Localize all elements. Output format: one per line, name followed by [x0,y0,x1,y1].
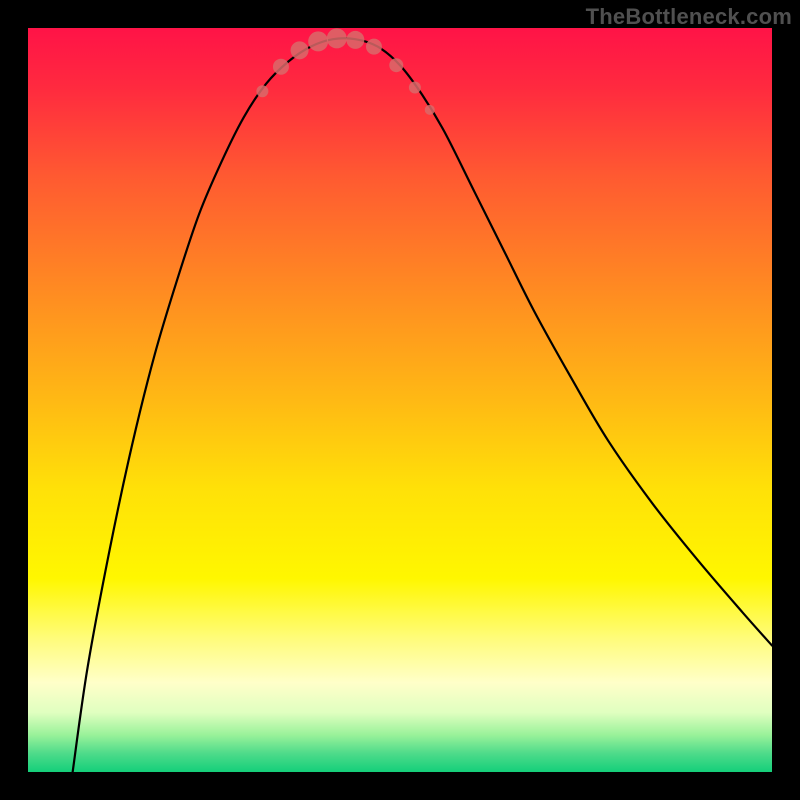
plot-area [28,28,772,772]
curve-marker [389,58,403,72]
curve-marker [346,31,364,49]
curve-marker [425,105,435,115]
curve-marker [256,85,268,97]
curve-marker [409,82,421,94]
watermark-text: TheBottleneck.com [586,4,792,30]
curve-marker [308,31,328,51]
curve-marker [291,41,309,59]
gradient-background [28,28,772,772]
curve-marker [273,59,289,75]
chart-frame: TheBottleneck.com [0,0,800,800]
curve-marker [327,28,347,48]
curve-marker [366,39,382,55]
bottleneck-curve-chart [28,28,772,772]
